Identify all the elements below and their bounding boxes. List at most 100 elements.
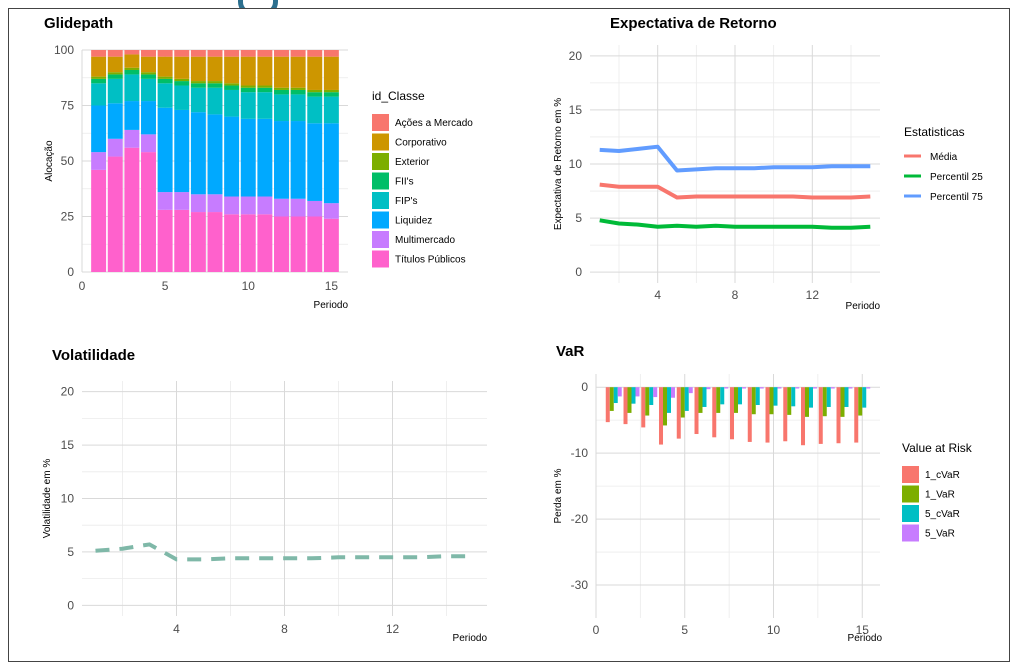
glidepath-bar-segment	[290, 87, 306, 90]
var-bar	[812, 387, 817, 389]
legend-key	[372, 250, 389, 268]
legend-label: FIP's	[395, 196, 417, 207]
legend-key	[902, 505, 919, 522]
glidepath-bar-segment	[91, 105, 107, 153]
glidepath-bar-segment	[190, 212, 206, 272]
glidepath-bar-segment	[207, 87, 223, 115]
x-tick-label: 15	[325, 279, 339, 293]
glidepath-bar-segment	[323, 96, 339, 124]
var-bar	[720, 387, 725, 405]
glidepath-bar-segment	[157, 209, 173, 272]
legend-label: Multimercado	[395, 235, 455, 246]
accent-arc	[238, 0, 278, 10]
glidepath-bar-segment	[240, 50, 256, 57]
var-bar	[751, 387, 756, 415]
y-tick-label: 75	[61, 99, 75, 113]
x-axis-label: Periodo	[314, 300, 349, 311]
var-bar	[609, 387, 614, 411]
var-bar	[613, 387, 618, 404]
var-bar	[755, 387, 760, 405]
glidepath-bar-segment	[257, 87, 273, 93]
glidepath-bar-segment	[274, 198, 289, 217]
var-bar	[773, 387, 778, 406]
glidepath-bar-segment	[124, 129, 140, 148]
x-axis-label: Periodo	[453, 633, 488, 644]
glidepath-bar-segment	[141, 74, 156, 79]
glidepath-bar-segment	[190, 56, 206, 82]
glidepath-bar-segment	[323, 218, 339, 272]
x-axis-label: Periodo	[848, 633, 883, 644]
glidepath-bar-segment	[91, 56, 107, 77]
y-tick-label: 20	[569, 49, 583, 63]
glidepath-bar-segment	[91, 76, 107, 79]
glidepath-bar-segment	[257, 118, 273, 197]
var-bar	[783, 387, 788, 442]
glidepath-bar-segment	[190, 83, 206, 88]
glidepath-bar-segment	[157, 78, 173, 84]
glidepath-bar-segment	[207, 56, 223, 82]
chart-title: VaR	[556, 343, 585, 360]
glidepath-bar-segment	[91, 169, 107, 272]
expectativa-line	[599, 218, 871, 230]
var-bar	[840, 387, 845, 417]
glidepath-bar-segment	[107, 56, 123, 73]
glidepath-bar-segment	[257, 56, 273, 86]
glidepath-bar-segment	[257, 50, 273, 57]
y-tick-label: 20	[61, 385, 75, 399]
var-bar	[645, 387, 650, 416]
var-bar	[836, 387, 841, 444]
var-bar	[862, 387, 867, 408]
glidepath-bar-segment	[141, 56, 156, 73]
var-bar	[706, 387, 711, 390]
glidepath-bar-segment	[307, 200, 323, 217]
glidepath-bar-segment	[207, 114, 223, 195]
glidepath-bar-segment	[307, 123, 323, 201]
glidepath-bar-segment	[323, 89, 339, 93]
glidepath-bar-segment	[257, 214, 273, 272]
legend-key	[902, 524, 919, 542]
var-bar	[627, 387, 632, 413]
var-bar	[759, 387, 764, 389]
glidepath-bar-segment	[224, 196, 240, 215]
var-bar	[848, 387, 853, 389]
glidepath-bar-segment	[190, 87, 206, 113]
glidepath-bar-segment	[224, 83, 240, 86]
var-bar	[734, 387, 738, 413]
glidepath-bar-segment	[240, 196, 256, 215]
x-tick-label: 8	[281, 622, 288, 636]
glidepath-bar-segment	[174, 85, 190, 110]
var-bar	[747, 387, 752, 442]
glidepath-bar-segment	[307, 89, 323, 93]
glidepath-bar-segment	[257, 85, 273, 88]
glidepath-bar-segment	[157, 56, 173, 77]
expectativa-line	[599, 144, 871, 173]
glidepath-bar-segment	[323, 56, 339, 90]
glidepath-bar-segment	[107, 74, 123, 79]
legend-key	[372, 211, 389, 229]
glidepath-bar-segment	[124, 67, 140, 70]
legend-label: Liquidez	[395, 216, 432, 227]
var-bar	[822, 387, 827, 417]
glidepath-bar-segment	[290, 56, 306, 88]
y-tick-label: 0	[581, 380, 588, 394]
legend-label: Média	[930, 152, 958, 163]
legend-title: Estatisticas	[904, 125, 965, 139]
legend-label: Percentil 75	[930, 192, 983, 203]
glidepath-bar-segment	[107, 50, 123, 57]
glidepath-bar-segment	[240, 118, 256, 197]
x-tick-label: 10	[767, 623, 781, 637]
glidepath-bar-segment	[141, 50, 156, 57]
glidepath-bar-segment	[190, 194, 206, 213]
glidepath-bar-segment	[107, 103, 123, 139]
glidepath-bar-segment	[307, 96, 323, 124]
var-bar	[688, 387, 693, 394]
glidepath-bar-segment	[141, 72, 156, 75]
expectativa-panel: Expectativa de Retorno 0 5 10 15 20 4 8 12 Period…	[553, 15, 983, 312]
x-tick-label: 5	[162, 279, 169, 293]
legend-key	[372, 133, 389, 151]
var-bar	[698, 387, 703, 413]
glidepath-bar-segment	[107, 138, 123, 157]
glidepath-bar-segment	[290, 216, 306, 272]
glidepath-bar-segment	[91, 83, 107, 106]
legend-key	[372, 192, 389, 209]
